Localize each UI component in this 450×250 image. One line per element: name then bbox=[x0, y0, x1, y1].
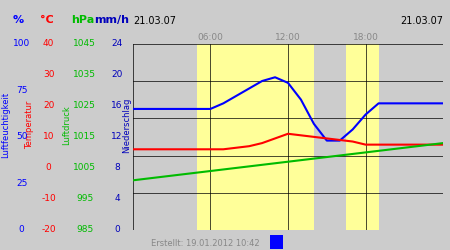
Text: 75: 75 bbox=[16, 86, 27, 95]
Text: Luftfeuchtigkeit: Luftfeuchtigkeit bbox=[1, 92, 10, 158]
Text: 21.03.07: 21.03.07 bbox=[133, 16, 176, 26]
Text: 1015: 1015 bbox=[73, 132, 96, 141]
Text: %: % bbox=[13, 15, 23, 25]
Text: Erstellt: 19.01.2012 10:42: Erstellt: 19.01.2012 10:42 bbox=[151, 239, 259, 248]
Text: 20: 20 bbox=[111, 70, 123, 79]
Text: 20: 20 bbox=[43, 101, 54, 110]
Text: 4: 4 bbox=[114, 194, 120, 203]
Text: °C: °C bbox=[40, 15, 54, 25]
Text: 40: 40 bbox=[43, 39, 54, 48]
Text: 1005: 1005 bbox=[73, 164, 96, 172]
Text: 12: 12 bbox=[111, 132, 123, 141]
Text: 12:00: 12:00 bbox=[275, 34, 301, 42]
Text: 0: 0 bbox=[46, 164, 51, 172]
Text: Luftdruck: Luftdruck bbox=[62, 105, 71, 145]
Text: 25: 25 bbox=[16, 179, 27, 188]
Text: 8: 8 bbox=[114, 164, 120, 172]
Text: 1045: 1045 bbox=[73, 39, 96, 48]
Bar bbox=[346, 44, 378, 230]
Text: 24: 24 bbox=[112, 39, 122, 48]
Text: 50: 50 bbox=[16, 132, 27, 141]
Text: 21.03.07: 21.03.07 bbox=[400, 16, 443, 26]
Text: 1025: 1025 bbox=[73, 101, 96, 110]
Text: 10: 10 bbox=[43, 132, 54, 141]
Text: -20: -20 bbox=[41, 226, 56, 234]
Text: 0: 0 bbox=[114, 226, 120, 234]
Text: 16: 16 bbox=[111, 101, 123, 110]
Text: 995: 995 bbox=[76, 194, 93, 203]
Text: -10: -10 bbox=[41, 194, 56, 203]
Text: 1035: 1035 bbox=[73, 70, 96, 79]
Text: 100: 100 bbox=[13, 39, 30, 48]
Text: 30: 30 bbox=[43, 70, 54, 79]
Text: 985: 985 bbox=[76, 226, 93, 234]
Text: mm/h: mm/h bbox=[94, 15, 129, 25]
Text: 18:00: 18:00 bbox=[353, 34, 378, 42]
Text: hPa: hPa bbox=[72, 15, 95, 25]
Bar bbox=[198, 44, 314, 230]
Text: 06:00: 06:00 bbox=[198, 34, 223, 42]
Text: Temperatur: Temperatur bbox=[25, 101, 34, 149]
Text: Niederschlag: Niederschlag bbox=[122, 97, 131, 153]
Text: 0: 0 bbox=[19, 226, 24, 234]
